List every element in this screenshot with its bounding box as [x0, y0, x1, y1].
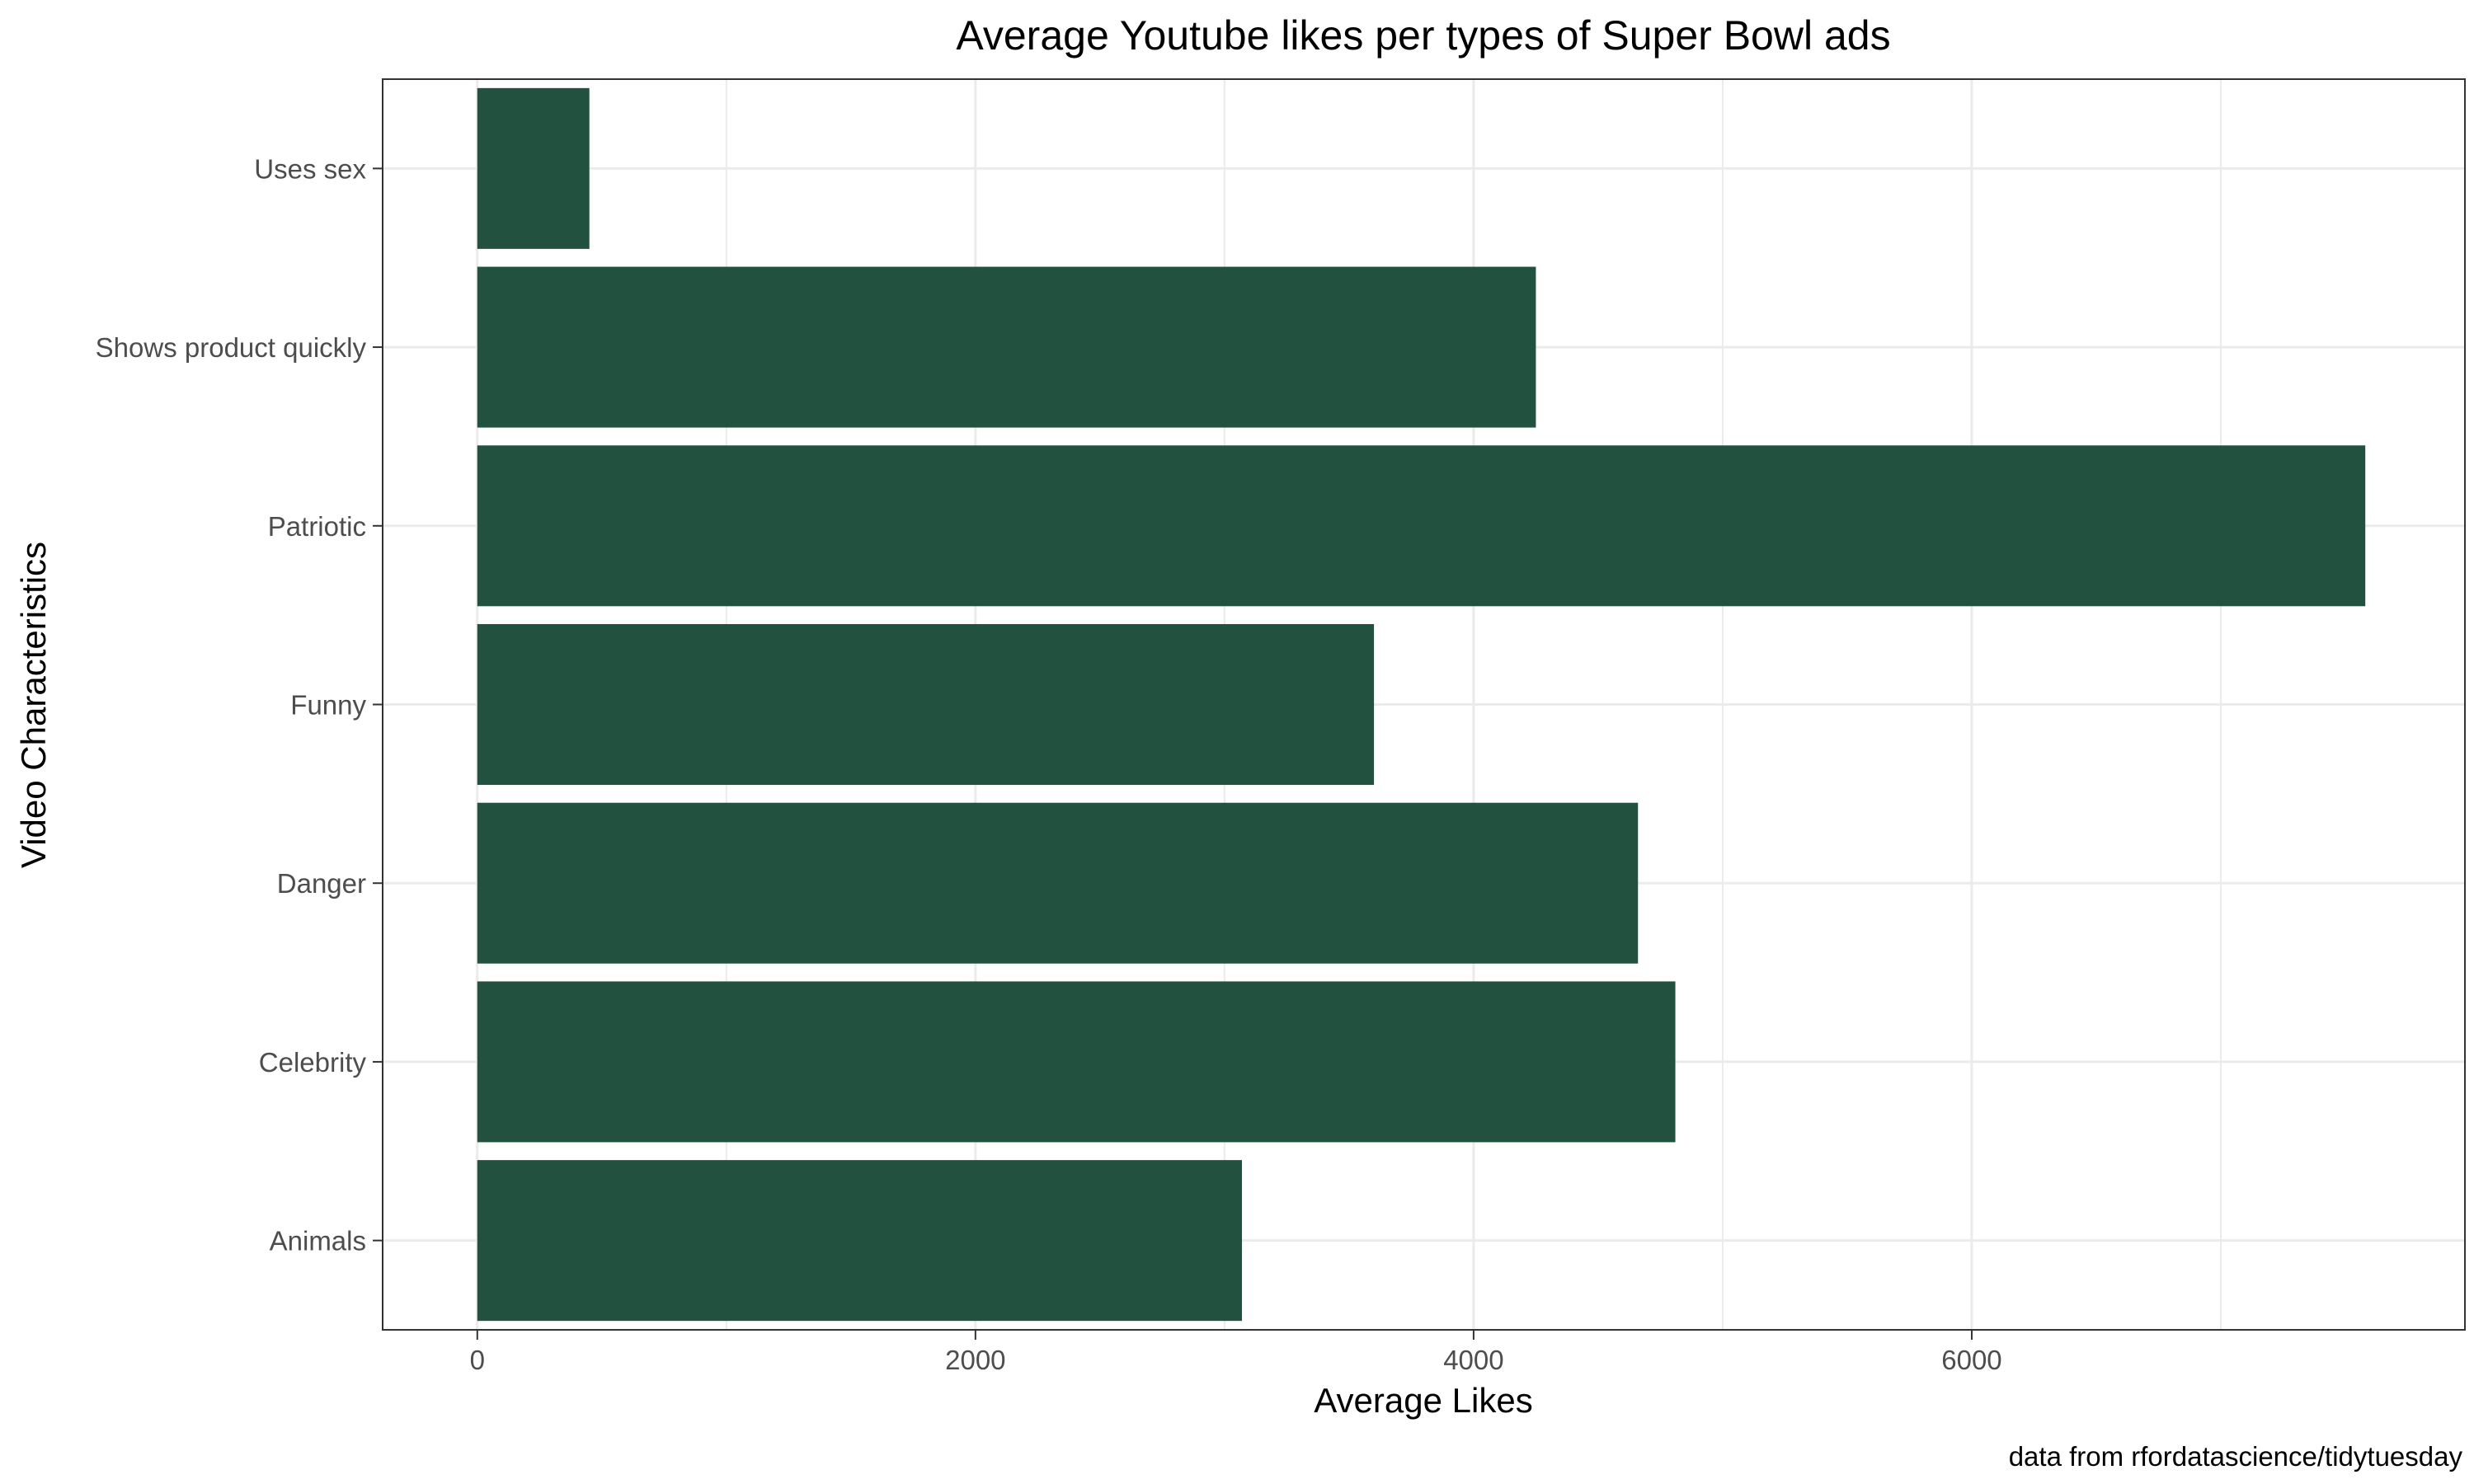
x-tick-label: 0 [470, 1345, 485, 1375]
y-axis-title: Video Characteristics [14, 542, 53, 868]
bar-patriotic [477, 445, 2366, 607]
bars-layer [477, 87, 2366, 1322]
x-axis-title: Average Likes [1314, 1381, 1532, 1420]
chart-title: Average Youtube likes per types of Super… [956, 12, 1890, 59]
bar-celebrity [477, 981, 1676, 1143]
x-tick-label: 2000 [945, 1345, 1005, 1375]
x-tick-label: 6000 [1941, 1345, 2001, 1375]
y-tick-label: Animals [270, 1226, 366, 1256]
y-tick-label: Uses sex [254, 153, 366, 184]
bar-shows-product-quickly [477, 266, 1536, 428]
y-tick-label: Shows product quickly [96, 332, 367, 363]
y-tick-label: Danger [277, 868, 366, 899]
y-axis: Uses sex Shows product quickly Patriotic Fu… [96, 153, 383, 1256]
y-tick-label: Patriotic [268, 511, 366, 542]
bar-uses-sex [477, 87, 590, 249]
bar-danger [477, 802, 1639, 964]
bar-animals [477, 1160, 1243, 1322]
y-tick-label: Celebrity [259, 1047, 367, 1078]
bar-funny [477, 623, 1375, 786]
chart-caption: data from rfordatascience/tidytuesday [2009, 1441, 2463, 1472]
x-tick-label: 4000 [1443, 1345, 1503, 1375]
y-tick-label: Funny [290, 690, 366, 721]
x-axis: 0 2000 4000 6000 [470, 1330, 2002, 1375]
